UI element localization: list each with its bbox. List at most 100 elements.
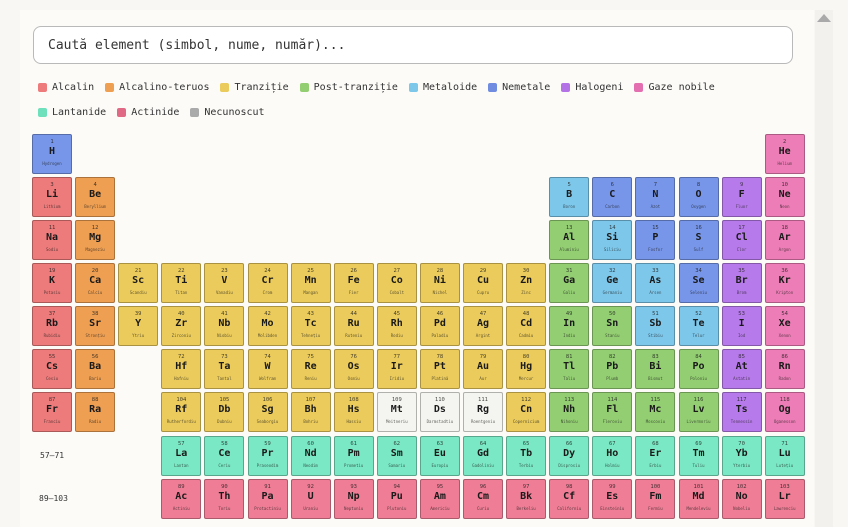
element-cell-og[interactable]: 118 Og Oganesson <box>764 392 805 432</box>
element-cell-y[interactable]: 39 Y Ytriu <box>118 306 159 346</box>
element-cell-ar[interactable]: 18 Ar Argon <box>764 220 805 260</box>
element-cell-f[interactable]: 9 F Fluor <box>721 177 762 217</box>
element-cell-na[interactable]: 11 Na Sodiu <box>32 220 72 260</box>
element-cell-ta[interactable]: 73 Ta Tantal <box>204 349 245 389</box>
legend-item[interactable]: Necunoscut <box>190 107 265 118</box>
element-cell-ga[interactable]: 31 Ga Galiu <box>549 263 590 303</box>
element-cell-c[interactable]: 6 C Carbon <box>592 177 633 217</box>
element-cell-cl[interactable]: 17 Cl Clor <box>721 220 762 260</box>
element-cell-cf[interactable]: 98 Cf Californiu <box>549 479 590 519</box>
element-cell-es[interactable]: 99 Es Einsteiniu <box>592 479 633 519</box>
element-cell-cr[interactable]: 24 Cr Crom <box>247 263 288 303</box>
element-cell-ir[interactable]: 77 Ir Iridiu <box>376 349 417 389</box>
element-cell-br[interactable]: 35 Br Brom <box>721 263 762 303</box>
element-cell-pu[interactable]: 94 Pu Plutoniu <box>376 479 417 519</box>
element-cell-hf[interactable]: 72 Hf Hafniu <box>161 349 202 389</box>
element-cell-be[interactable]: 4 Be Beryllium <box>75 177 116 217</box>
element-cell-pm[interactable]: 61 Pm Prometiu <box>333 436 374 476</box>
element-cell-ts[interactable]: 117 Ts Tennessin <box>721 392 762 432</box>
element-cell-hg[interactable]: 80 Hg Mercur <box>506 349 547 389</box>
legend-item[interactable]: Halogeni <box>561 82 623 93</box>
element-cell-nh[interactable]: 113 Nh Nihoniu <box>549 392 590 432</box>
element-cell-er[interactable]: 68 Er Erbiu <box>635 436 676 476</box>
element-cell-os[interactable]: 76 Os Osmiu <box>333 349 374 389</box>
element-cell-ag[interactable]: 47 Ag Argint <box>463 306 503 346</box>
element-cell-cn[interactable]: 112 Cn Copernicium <box>506 392 547 432</box>
element-cell-rh[interactable]: 45 Rh Rodiu <box>376 306 417 346</box>
element-cell-np[interactable]: 93 Np Neptuniu <box>333 479 374 519</box>
element-cell-ru[interactable]: 44 Ru Ruteniu <box>333 306 374 346</box>
element-cell-gd[interactable]: 64 Gd Gadoliniu <box>463 436 503 476</box>
element-cell-v[interactable]: 23 V Vanadiu <box>204 263 245 303</box>
element-cell-se[interactable]: 34 Se Seleniu <box>678 263 719 303</box>
element-cell-tb[interactable]: 65 Tb Terbiu <box>506 436 547 476</box>
element-cell-fr[interactable]: 87 Fr Franciu <box>32 392 72 432</box>
element-cell-cd[interactable]: 48 Cd Cadmiu <box>506 306 547 346</box>
element-cell-co[interactable]: 27 Co Cobalt <box>376 263 417 303</box>
element-cell-nb[interactable]: 41 Nb Niobiu <box>204 306 245 346</box>
element-cell-ni[interactable]: 28 Ni Nichel <box>419 263 460 303</box>
element-cell-sm[interactable]: 62 Sm Samariu <box>376 436 417 476</box>
element-cell-bh[interactable]: 107 Bh Bohriu <box>290 392 331 432</box>
element-cell-ho[interactable]: 67 Ho Holmiu <box>592 436 633 476</box>
element-cell-fm[interactable]: 100 Fm Fermiu <box>635 479 676 519</box>
element-cell-md[interactable]: 101 Md Mendeleviu <box>678 479 719 519</box>
element-cell-ra[interactable]: 88 Ra Radiu <box>75 392 116 432</box>
element-cell-p[interactable]: 15 P Fosfor <box>635 220 676 260</box>
element-cell-w[interactable]: 74 W Wolfram <box>247 349 288 389</box>
legend-item[interactable]: Tranziție <box>220 82 289 93</box>
element-cell-pb[interactable]: 82 Pb Plumb <box>592 349 633 389</box>
element-cell-ne[interactable]: 10 Ne Neon <box>764 177 805 217</box>
element-cell-b[interactable]: 5 B Boron <box>549 177 590 217</box>
element-cell-dy[interactable]: 66 Dy Disprosiu <box>549 436 590 476</box>
element-cell-s[interactable]: 16 S Sulf <box>678 220 719 260</box>
element-cell-as[interactable]: 33 As Arsen <box>635 263 676 303</box>
element-cell-ca[interactable]: 20 Ca Calciu <box>75 263 116 303</box>
element-cell-tc[interactable]: 43 Tc Tehnețiu <box>290 306 331 346</box>
element-cell-cm[interactable]: 96 Cm Curiu <box>463 479 503 519</box>
element-cell-eu[interactable]: 63 Eu Europiu <box>419 436 460 476</box>
element-cell-zr[interactable]: 40 Zr Zirconiu <box>161 306 202 346</box>
element-cell-tm[interactable]: 69 Tm Tuliu <box>678 436 719 476</box>
legend-item[interactable]: Nemetale <box>488 82 550 93</box>
element-cell-sn[interactable]: 50 Sn Staniu <box>592 306 633 346</box>
element-cell-ba[interactable]: 56 Ba Bariu <box>75 349 116 389</box>
element-cell-u[interactable]: 92 U Uraniu <box>290 479 331 519</box>
legend-item[interactable]: Gaze nobile <box>634 82 715 93</box>
element-cell-i[interactable]: 53 I Iod <box>721 306 762 346</box>
element-cell-mc[interactable]: 115 Mc Moscoviu <box>635 392 676 432</box>
element-cell-fe[interactable]: 26 Fe Fier <box>333 263 374 303</box>
element-cell-in[interactable]: 49 In Indiu <box>549 306 590 346</box>
element-cell-pa[interactable]: 91 Pa Protactiniu <box>247 479 288 519</box>
element-cell-rg[interactable]: 111 Rg Roentgeniu <box>463 392 503 432</box>
element-cell-h[interactable]: 1 H Hydrogen <box>32 134 72 174</box>
element-cell-no[interactable]: 102 No Nobeliu <box>721 479 762 519</box>
element-cell-k[interactable]: 19 K Potasiu <box>32 263 72 303</box>
element-cell-mt[interactable]: 109 Mt Meitneriu <box>376 392 417 432</box>
element-cell-sr[interactable]: 38 Sr Stronțiu <box>75 306 116 346</box>
element-cell-xe[interactable]: 54 Xe Xenon <box>764 306 805 346</box>
element-cell-sg[interactable]: 106 Sg Seaborgiu <box>247 392 288 432</box>
element-cell-ti[interactable]: 22 Ti Titan <box>161 263 202 303</box>
element-cell-lv[interactable]: 116 Lv Livermoriu <box>678 392 719 432</box>
legend-item[interactable]: Actinide <box>117 107 179 118</box>
element-cell-bk[interactable]: 97 Bk Berkeliu <box>506 479 547 519</box>
element-cell-o[interactable]: 8 O Oxygen <box>678 177 719 217</box>
element-cell-cu[interactable]: 29 Cu Cupru <box>463 263 503 303</box>
legend-item[interactable]: Alcalin <box>38 82 94 93</box>
element-cell-bi[interactable]: 83 Bi Bismut <box>635 349 676 389</box>
element-cell-mn[interactable]: 25 Mn Mangan <box>290 263 331 303</box>
element-cell-cs[interactable]: 55 Cs Cesiu <box>32 349 72 389</box>
element-cell-kr[interactable]: 36 Kr Kripton <box>764 263 805 303</box>
element-cell-la[interactable]: 57 La Lantan <box>161 436 202 476</box>
legend-item[interactable]: Alcalino-teruos <box>105 82 209 93</box>
element-cell-he[interactable]: 2 He Helium <box>764 134 805 174</box>
element-cell-nd[interactable]: 60 Nd Neodim <box>290 436 331 476</box>
element-cell-n[interactable]: 7 N Azot <box>635 177 676 217</box>
element-cell-rb[interactable]: 37 Rb Rubidiu <box>32 306 72 346</box>
element-cell-hs[interactable]: 108 Hs Hassiu <box>333 392 374 432</box>
search-input[interactable] <box>46 36 792 54</box>
element-cell-mo[interactable]: 42 Mo Molibden <box>247 306 288 346</box>
element-cell-po[interactable]: 84 Po Poloniu <box>678 349 719 389</box>
element-cell-sc[interactable]: 21 Sc Scandiu <box>118 263 159 303</box>
